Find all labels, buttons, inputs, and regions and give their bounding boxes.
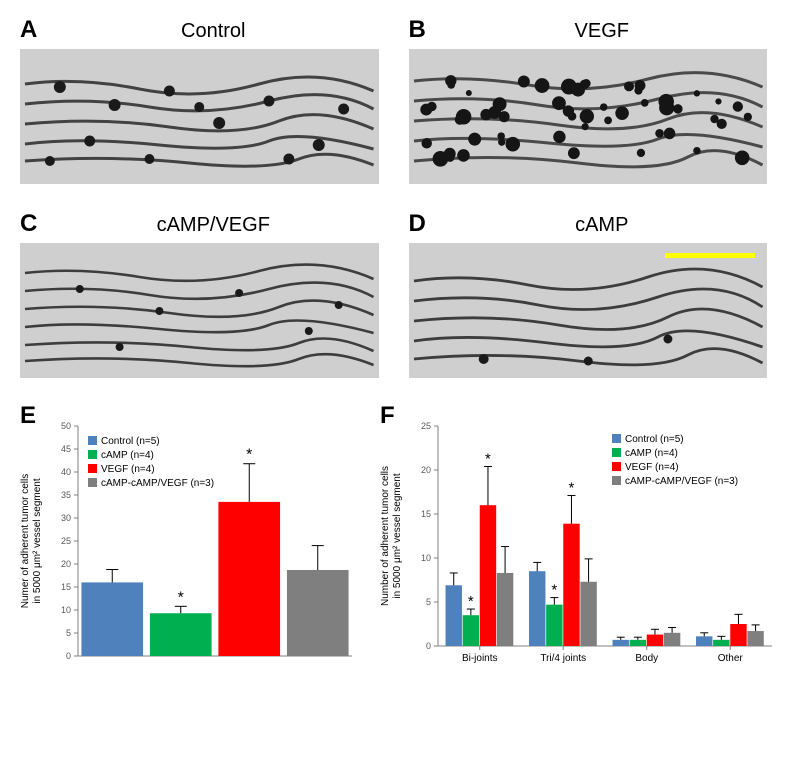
svg-text:5: 5 — [66, 628, 71, 638]
svg-text:VEGF (n=4): VEGF (n=4) — [101, 464, 155, 475]
panel-a-title: Control — [20, 20, 379, 43]
svg-text:*: * — [468, 593, 474, 610]
svg-text:0: 0 — [426, 641, 431, 651]
svg-text:20: 20 — [61, 559, 71, 569]
svg-text:Other: Other — [718, 653, 744, 664]
svg-text:Tri/4 joints: Tri/4 joints — [540, 653, 586, 664]
svg-text:cAMP-cAMP/VEGF (n=3): cAMP-cAMP/VEGF (n=3) — [101, 478, 214, 489]
panel-c: C cAMP/VEGF — [20, 214, 379, 378]
svg-text:VEGF (n=4): VEGF (n=4) — [625, 462, 679, 473]
panel-e: E 05101520253035404550**Numer of adheren… — [20, 408, 360, 668]
micrograph-c — [20, 243, 379, 378]
svg-text:*: * — [178, 589, 184, 606]
panel-e-label: E — [20, 402, 36, 430]
svg-text:10: 10 — [61, 605, 71, 615]
svg-text:*: * — [569, 480, 575, 497]
scale-bar — [665, 253, 755, 258]
svg-text:Body: Body — [635, 653, 658, 664]
svg-text:25: 25 — [61, 536, 71, 546]
micrograph-row-2: C cAMP/VEGF — [20, 214, 767, 378]
figure: A Control — [20, 20, 767, 668]
charts-row: E 05101520253035404550**Numer of adheren… — [20, 408, 767, 668]
svg-text:cAMP-cAMP/VEGF (n=3): cAMP-cAMP/VEGF (n=3) — [625, 476, 738, 487]
panel-a-label: A — [20, 16, 37, 44]
panel-b-title: VEGF — [409, 20, 768, 43]
svg-text:40: 40 — [61, 467, 71, 477]
svg-text:Control (n=5): Control (n=5) — [101, 436, 160, 447]
svg-text:20: 20 — [421, 465, 431, 475]
svg-text:5: 5 — [426, 597, 431, 607]
micrograph-b — [409, 49, 768, 184]
panel-c-label: C — [20, 210, 37, 238]
chart-e: 0 5 10 15 20 25 30 35 40 45 50 * * Numer of adherent … — [20, 408, 360, 668]
panel-f-label: F — [380, 402, 395, 430]
panel-b: B VEGF — [409, 20, 768, 184]
svg-text:45: 45 — [61, 444, 71, 454]
panel-d-title: cAMP — [409, 214, 768, 237]
svg-text:25: 25 — [421, 421, 431, 431]
panel-d: D cAMP — [409, 214, 768, 378]
svg-text:*: * — [551, 582, 557, 599]
svg-text:50: 50 — [61, 421, 71, 431]
panel-a: A Control — [20, 20, 379, 184]
chart-f: 0 5 10 15 20 25 Bi-joints * * Tri/4 joints * * Body O… — [380, 408, 780, 668]
micrograph-d — [409, 243, 768, 378]
panel-b-label: B — [409, 16, 426, 44]
svg-text:Control (n=5): Control (n=5) — [625, 434, 684, 445]
svg-text:15: 15 — [421, 509, 431, 519]
svg-text:Bi-joints: Bi-joints — [462, 653, 498, 664]
micrograph-a — [20, 49, 379, 184]
panel-d-label: D — [409, 210, 426, 238]
svg-text:cAMP (n=4): cAMP (n=4) — [625, 448, 678, 459]
panel-c-title: cAMP/VEGF — [20, 214, 379, 237]
svg-text:30: 30 — [61, 513, 71, 523]
svg-text:Numer of adherent tumor cellsi: Numer of adherent tumor cellsin 5000 μm²… — [20, 474, 43, 609]
svg-text:Number of adherent tumor cells: Number of adherent tumor cellsin 5000 μm… — [380, 466, 403, 606]
svg-text:35: 35 — [61, 490, 71, 500]
svg-text:15: 15 — [61, 582, 71, 592]
micrograph-row-1: A Control — [20, 20, 767, 184]
svg-text:*: * — [485, 450, 491, 467]
svg-text:cAMP (n=4): cAMP (n=4) — [101, 450, 154, 461]
svg-text:0: 0 — [66, 651, 71, 661]
svg-text:*: * — [246, 447, 252, 464]
panel-f: F 0510152025Bi-joints**Tri/4 joints**Bod… — [380, 408, 780, 668]
svg-text:10: 10 — [421, 553, 431, 563]
